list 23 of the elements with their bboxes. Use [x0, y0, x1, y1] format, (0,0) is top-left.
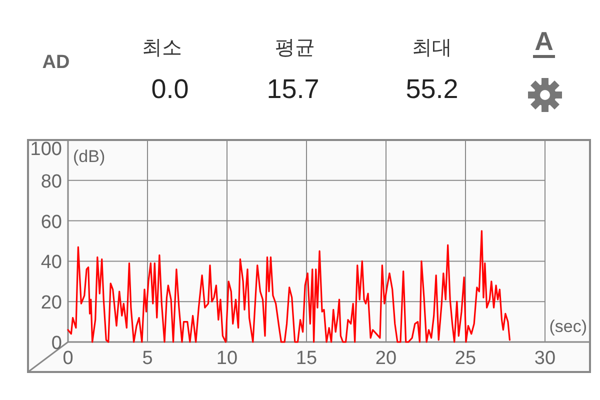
y-tick-label: 0: [51, 333, 62, 354]
x-tick-label: 30: [534, 348, 556, 369]
text: 0.0: [151, 74, 189, 104]
y-tick-label: 80: [40, 171, 62, 192]
y-axis-title: (dB): [73, 147, 106, 166]
y-tick-label: 20: [40, 292, 62, 314]
text: 최소: [142, 37, 182, 59]
x-tick-label: 15: [296, 348, 318, 369]
x-tick-label: 10: [216, 348, 238, 369]
text: 15.7: [266, 74, 320, 104]
text: 최대: [412, 37, 452, 59]
y-tick-label: 40: [40, 252, 62, 274]
y-tick-label: 60: [40, 212, 62, 233]
text: 55.2: [406, 74, 458, 104]
line-series: [67, 230, 510, 343]
text: AD: [42, 52, 70, 73]
x-tick-label: 5: [142, 348, 153, 369]
text: 평균: [275, 37, 315, 59]
x-axis-title: (sec): [549, 317, 587, 336]
x-tick-label: 20: [375, 348, 397, 369]
x-tick-label: 25: [454, 348, 476, 369]
text: A: [534, 26, 554, 56]
y-tick-label: 100: [30, 139, 62, 160]
